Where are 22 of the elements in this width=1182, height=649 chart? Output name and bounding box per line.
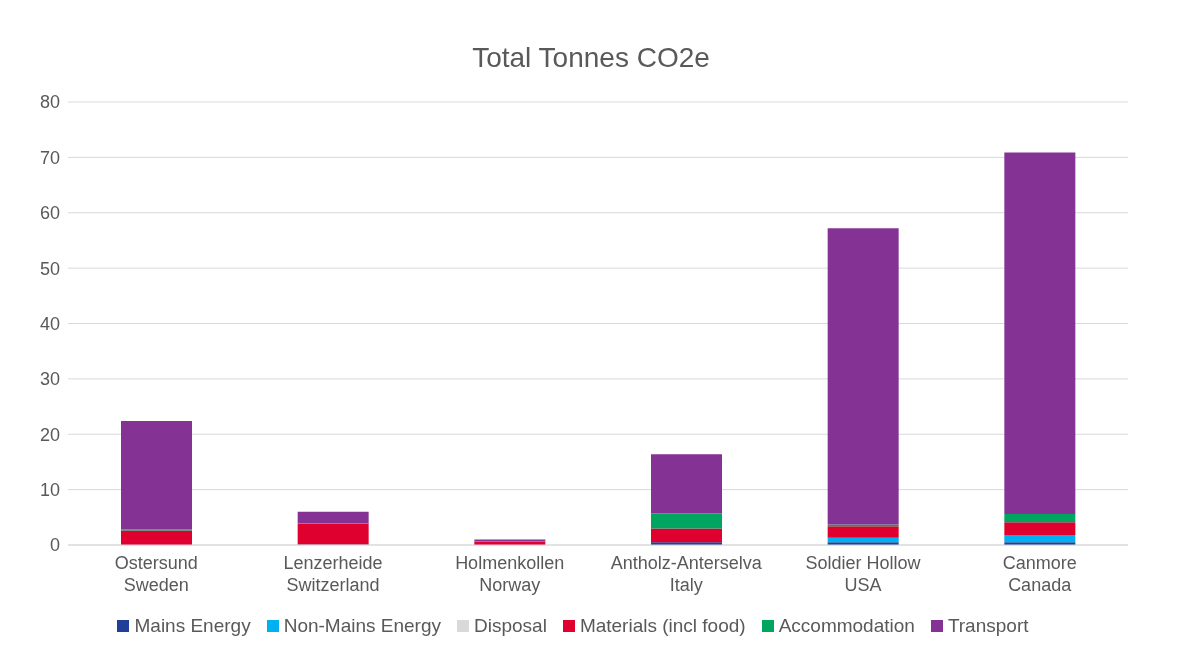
y-tick-label: 30 [39,369,60,390]
y-tick-label: 60 [39,203,60,224]
legend-label: Disposal [473,615,547,637]
x-tick-label: Holmenkollen Norway [455,553,565,595]
y-tick-label: 50 [39,258,60,279]
x-tick-label: Soldier Hollow USA [805,553,922,595]
x-tick-label: Canmore Canada [1002,553,1077,595]
y-tick-label: 80 [39,92,60,113]
y-tick-label: 0 [49,535,60,556]
y-tick-label: 20 [39,424,60,445]
y-tick-label: 40 [39,313,60,334]
x-tick-label: Lenzerheide Switzerland [283,553,383,595]
x-tick-label: Antholz-Anterselva Italy [610,553,763,595]
legend-label: Accommodation [777,615,915,637]
x-tick-label: Ostersund Sweden [114,553,198,595]
legend-label: Transport [946,615,1029,637]
y-tick-label: 10 [39,480,60,501]
y-tick-label: 70 [39,147,60,168]
legend-label: Mains Energy [133,615,251,637]
chart-title: Total Tonnes CO2e [471,41,711,75]
legend-label: Materials (incl food) [578,615,746,637]
legend-label: Non-Mains Energy [282,615,441,637]
